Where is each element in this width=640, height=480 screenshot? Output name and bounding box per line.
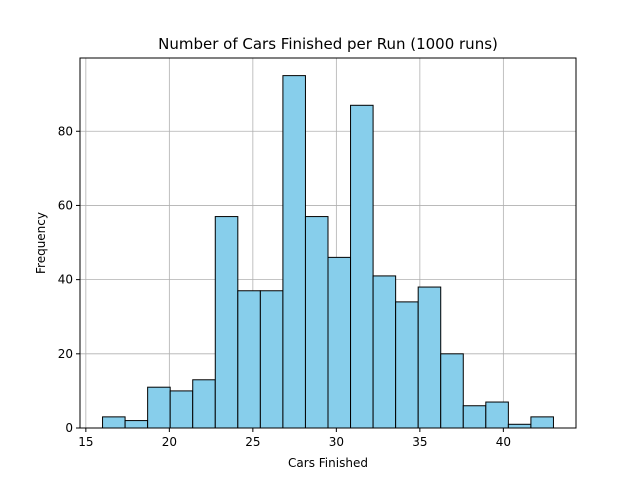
x-axis-ticks: 15 20 25 30 35 40 xyxy=(78,428,511,449)
x-tick-label: 35 xyxy=(412,435,427,449)
y-tick-label: 40 xyxy=(58,273,73,287)
histogram-bar xyxy=(192,379,216,429)
histogram-bar xyxy=(440,353,464,429)
histogram-bar xyxy=(372,275,397,429)
histogram-bar xyxy=(124,420,149,429)
histogram-bar xyxy=(102,416,126,429)
x-tick-label: 30 xyxy=(329,435,344,449)
histogram-bar xyxy=(214,216,239,429)
histogram-bar xyxy=(417,286,442,429)
histogram-bar xyxy=(350,104,374,429)
y-tick-label: 60 xyxy=(58,198,73,212)
y-axis-label: Frequency xyxy=(34,212,48,274)
histogram-bar xyxy=(530,416,554,429)
histogram-bar xyxy=(147,386,171,429)
y-axis-ticks: 0 20 40 60 80 xyxy=(58,124,80,435)
histogram-bar xyxy=(259,290,284,429)
histogram-bar xyxy=(462,405,487,429)
histogram-bars xyxy=(102,75,554,429)
x-tick-label: 20 xyxy=(162,435,177,449)
y-tick-label: 20 xyxy=(58,347,73,361)
chart-title: Number of Cars Finished per Run (1000 ru… xyxy=(158,35,498,53)
x-tick-label: 25 xyxy=(245,435,260,449)
histogram-bar xyxy=(304,216,329,429)
histogram-bar xyxy=(169,390,194,429)
histogram-bar xyxy=(395,301,419,429)
histogram-bar xyxy=(507,423,532,429)
histogram-bar xyxy=(237,290,261,429)
y-tick-label: 0 xyxy=(65,421,73,435)
x-tick-label: 15 xyxy=(78,435,93,449)
plot-frame xyxy=(79,57,577,429)
x-axis-label: Cars Finished xyxy=(288,456,368,470)
histogram-bar xyxy=(485,401,509,429)
x-tick-label: 40 xyxy=(496,435,511,449)
histogram-bar xyxy=(327,256,352,429)
histogram-bar xyxy=(282,75,306,429)
y-tick-label: 80 xyxy=(58,124,73,138)
